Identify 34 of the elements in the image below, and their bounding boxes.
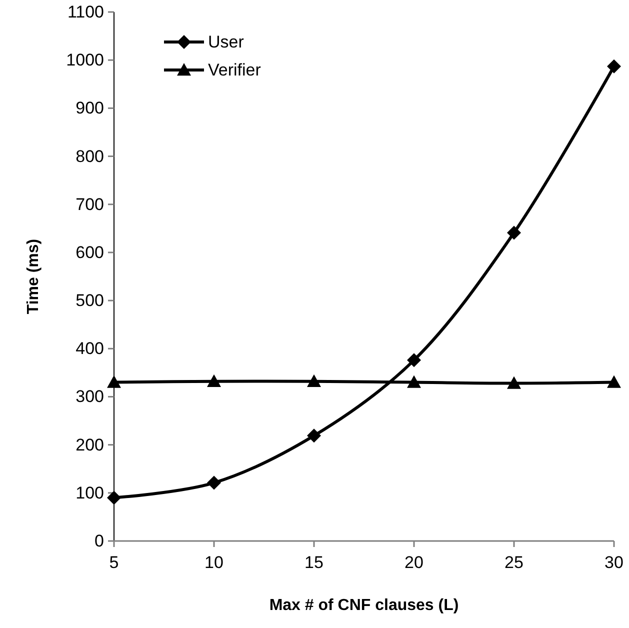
y-tick-label: 100	[76, 483, 104, 502]
y-tick-label: 300	[76, 387, 104, 406]
x-tick-label: 10	[204, 553, 224, 572]
point	[607, 59, 621, 74]
y-tick-label: 800	[76, 146, 104, 166]
x-tick-label: 5	[109, 553, 119, 572]
point	[607, 375, 621, 388]
point	[207, 374, 221, 387]
x-axis-title: Max # of CNF clauses (L)	[269, 597, 459, 614]
x-tick-label: 15	[304, 553, 324, 572]
point	[407, 353, 421, 368]
point	[107, 490, 121, 505]
x-tick-label: 20	[404, 553, 424, 572]
point	[507, 226, 521, 240]
point	[307, 374, 321, 387]
legend-label: User	[208, 32, 244, 52]
y-tick-label: 400	[76, 339, 104, 358]
y-tick-label: 600	[76, 242, 104, 262]
point	[207, 476, 221, 490]
point	[507, 376, 521, 389]
y-axis-title: Time (ms)	[25, 238, 42, 314]
point	[407, 375, 421, 388]
point	[307, 428, 321, 443]
y-tick-label: 700	[76, 194, 104, 214]
x-tick-label: 30	[604, 553, 624, 572]
y-tick-label: 0	[94, 532, 104, 550]
y-tick-label: 500	[76, 291, 104, 310]
x-tick-label: 25	[504, 553, 524, 572]
y-tick-label: 1100	[67, 2, 104, 22]
legend-label: Verifier	[208, 60, 262, 80]
y-tick-label: 200	[76, 435, 104, 454]
point	[107, 375, 121, 388]
y-tick-label: 1000	[66, 50, 104, 70]
y-tick-label: 900	[76, 98, 104, 118]
